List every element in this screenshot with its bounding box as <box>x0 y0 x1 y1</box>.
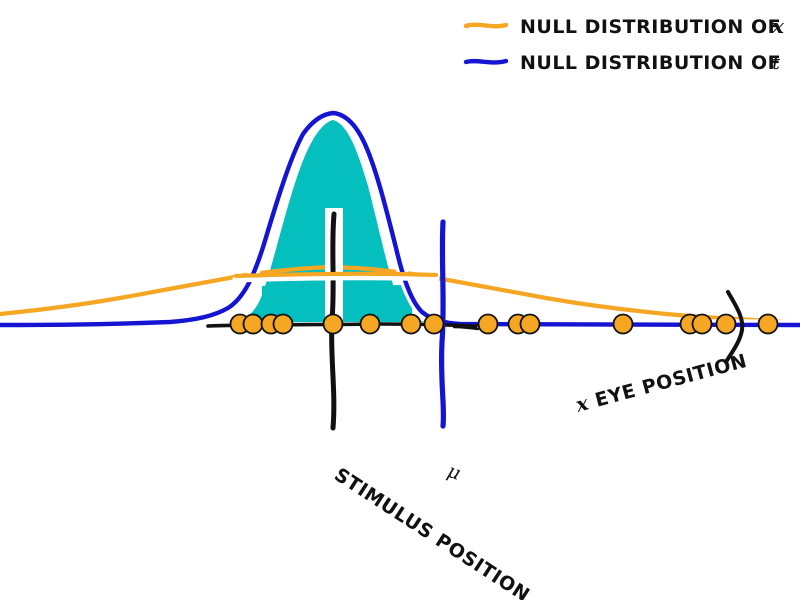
curve-null-distribution-x <box>0 264 800 325</box>
legend-item-null-distribution-t[interactable]: NULL DISTRIBUTION OF t <box>463 50 781 74</box>
legend-item-null-distribution-x[interactable]: NULL DISTRIBUTION OF x <box>463 14 785 38</box>
stimulus-position-text: STIMULUS POSITION <box>330 464 533 600</box>
mu-text: μ <box>444 460 463 485</box>
data-point-dot <box>359 313 381 335</box>
legend-symbol-t: t <box>772 50 781 74</box>
data-point-dot <box>272 313 294 335</box>
label-stimulus-position: STIMULUS POSITION <box>330 464 533 600</box>
data-point-dots <box>229 313 779 335</box>
data-point-dot <box>519 313 541 335</box>
teal-band-separator <box>232 271 440 283</box>
legend: NULL DISTRIBUTION OF x NULL DISTRIBUTION… <box>463 14 785 74</box>
data-point-dot <box>242 313 264 335</box>
legend-swatch-blue <box>463 58 509 65</box>
mu-position-line <box>438 219 447 429</box>
eye-position-text: x EYE POSITION <box>572 348 749 417</box>
legend-label-x: NULL DISTRIBUTION OF <box>520 16 781 38</box>
data-point-dot <box>322 313 344 335</box>
label-mu: μ <box>444 460 463 485</box>
eye-position-symbol: x <box>572 390 592 417</box>
data-point-dot <box>477 313 499 335</box>
data-point-dot <box>612 313 634 335</box>
legend-symbol-x: x <box>771 14 785 38</box>
axis-dash-fragment <box>452 325 480 331</box>
label-eye-position: x EYE POSITION <box>572 348 749 417</box>
eye-position-tick <box>724 290 745 364</box>
data-point-dot <box>423 313 445 335</box>
eye-position-words: EYE POSITION <box>586 350 750 414</box>
data-point-dot <box>400 313 422 335</box>
data-point-dot <box>715 313 737 335</box>
data-point-dot <box>757 313 779 335</box>
legend-label-t: NULL DISTRIBUTION OF <box>520 52 781 74</box>
data-point-dot <box>691 313 713 335</box>
legend-swatch-orange <box>463 22 509 29</box>
